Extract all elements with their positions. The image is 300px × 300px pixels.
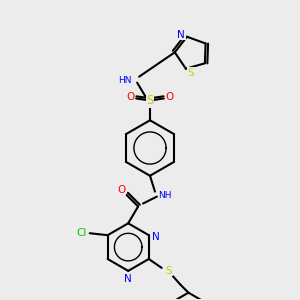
Text: Cl: Cl (77, 228, 87, 238)
Text: NH: NH (158, 191, 172, 200)
Text: O: O (117, 184, 125, 195)
Text: S: S (165, 266, 172, 276)
Text: S: S (188, 68, 194, 78)
Text: S: S (146, 94, 154, 107)
Text: N: N (177, 30, 185, 40)
Text: O: O (126, 92, 134, 103)
Text: HN: HN (118, 76, 131, 85)
Text: N: N (152, 232, 160, 242)
Text: O: O (166, 92, 174, 103)
Text: N: N (124, 274, 132, 284)
